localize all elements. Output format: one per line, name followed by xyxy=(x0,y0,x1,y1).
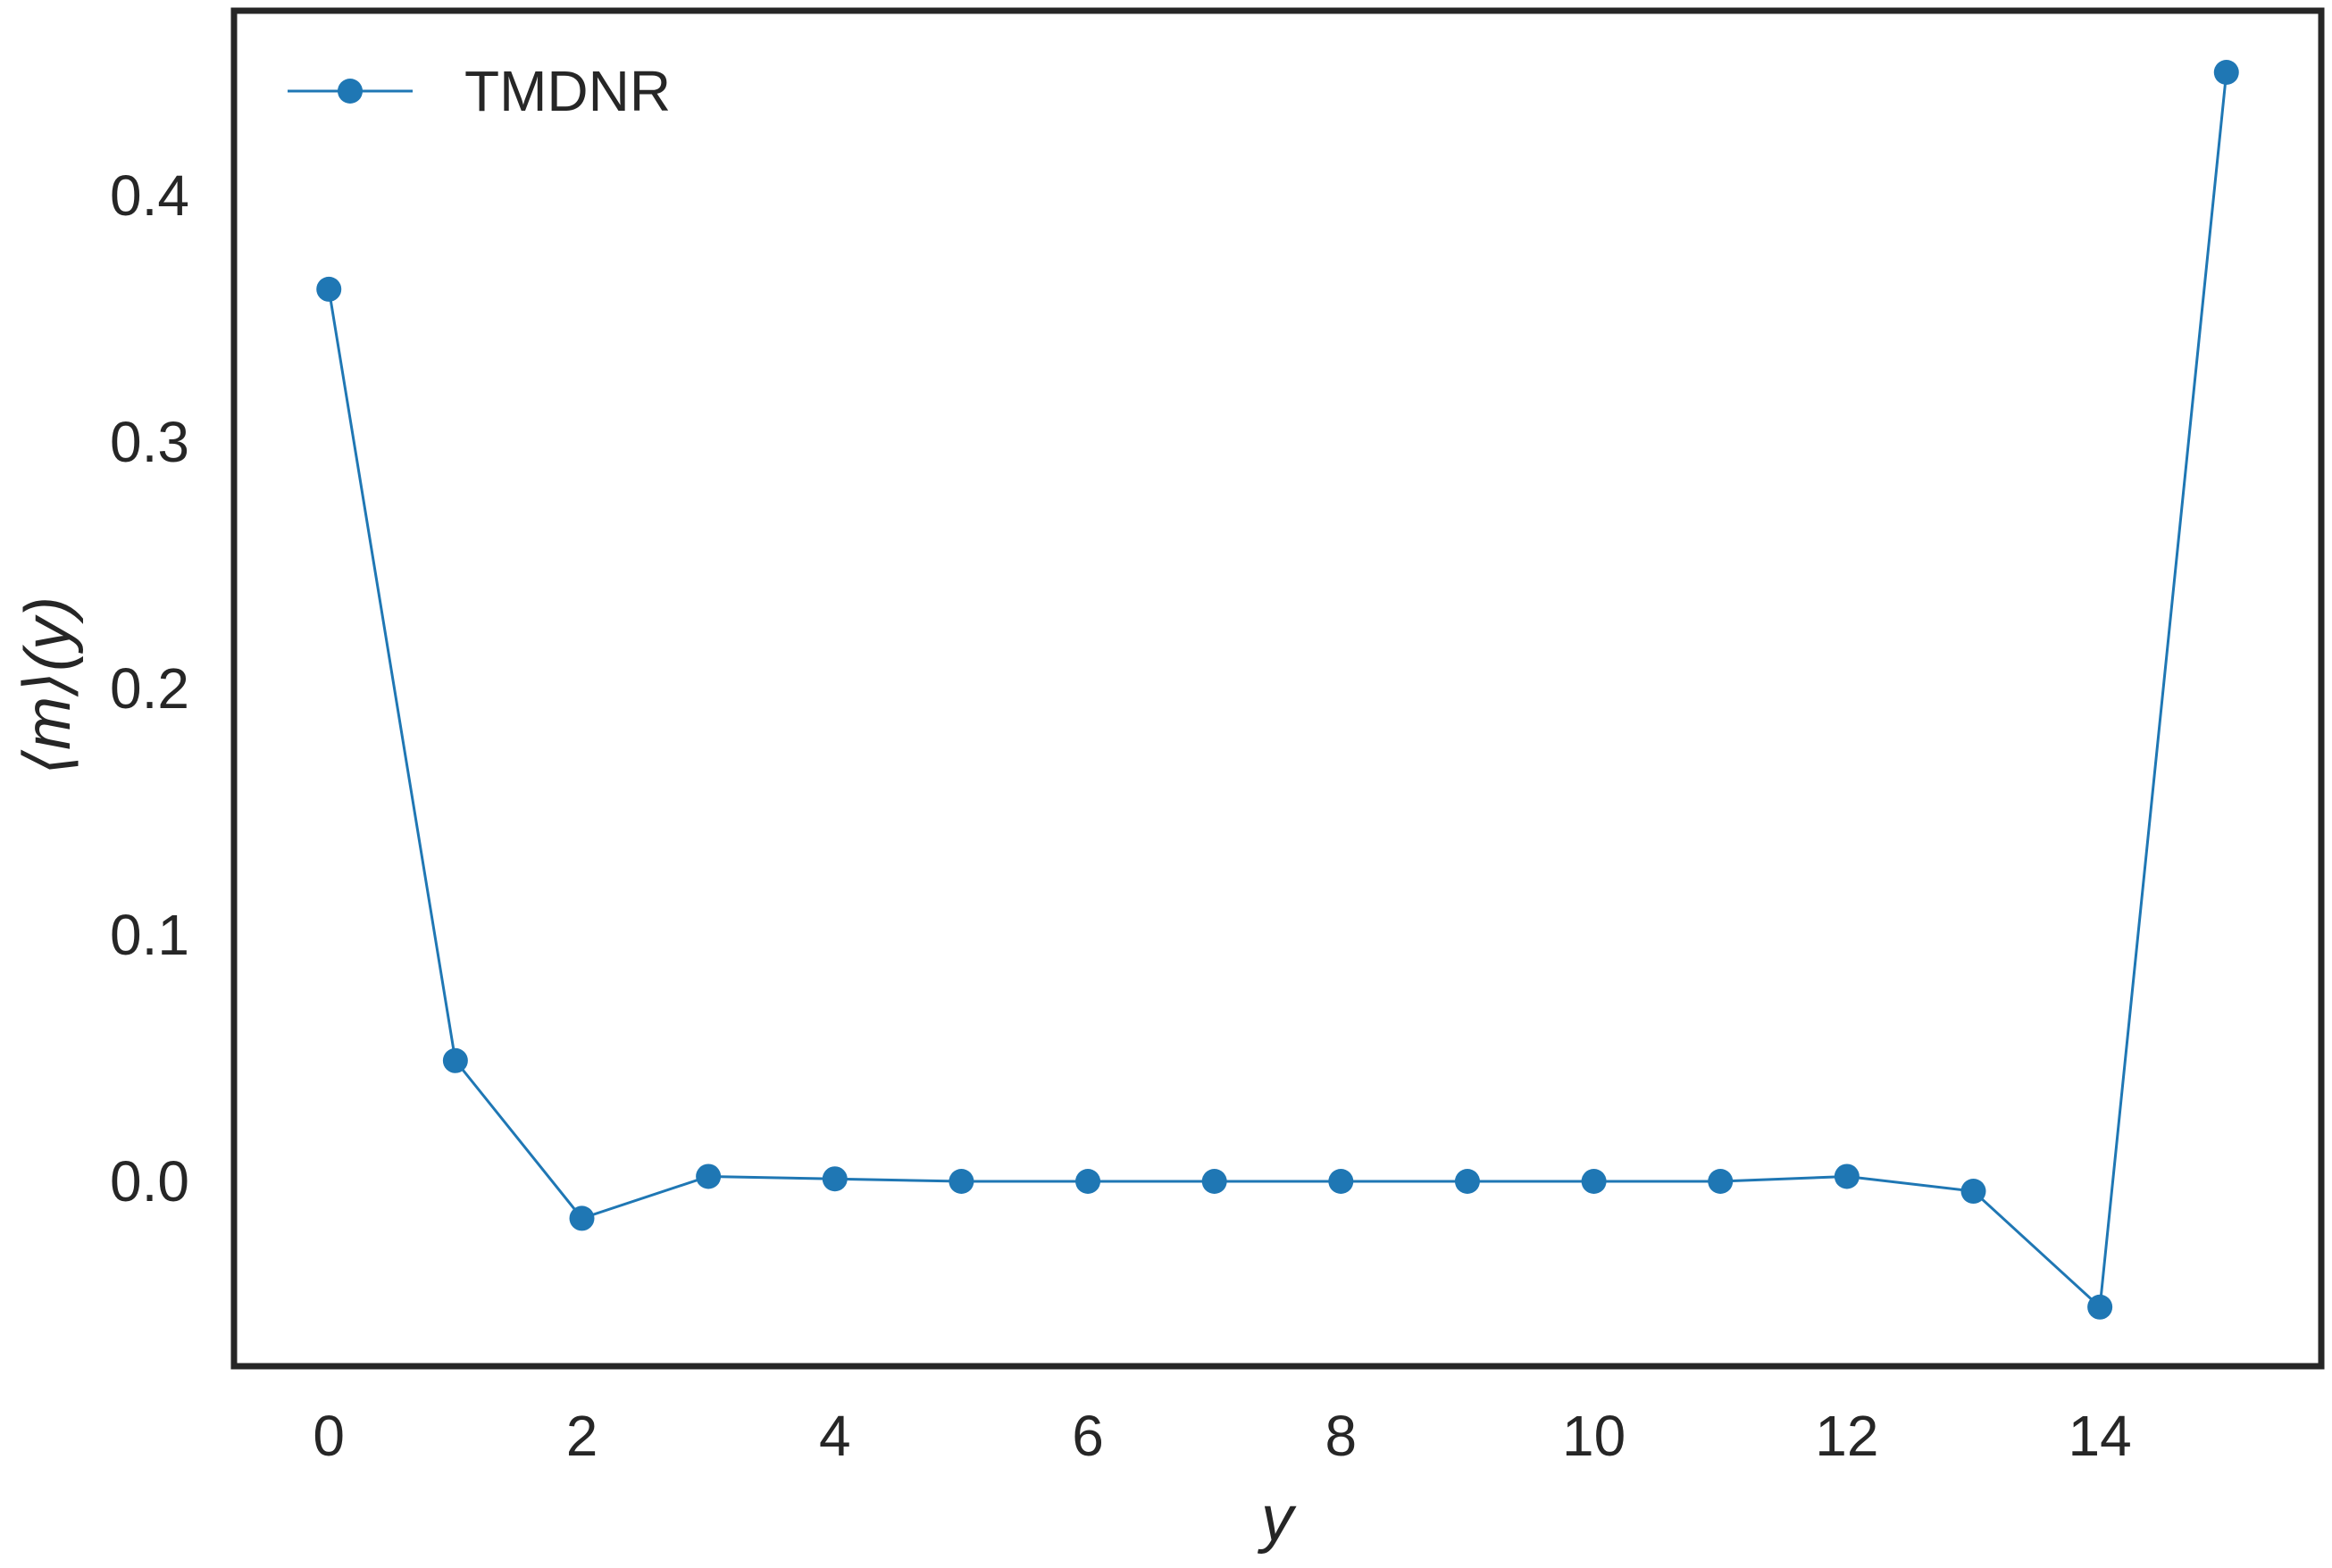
data-point xyxy=(1075,1169,1101,1194)
x-tick-label: 2 xyxy=(566,1404,598,1468)
legend: TMDNR xyxy=(288,59,671,123)
y-tick-label: 0.4 xyxy=(110,163,189,228)
x-tick-label: 4 xyxy=(819,1404,851,1468)
data-point xyxy=(1708,1169,1734,1194)
data-point xyxy=(696,1163,722,1189)
data-point xyxy=(1454,1169,1480,1194)
plot-frame xyxy=(230,7,2325,1370)
x-tick-label: 12 xyxy=(1815,1404,1878,1468)
x-tick-label: 14 xyxy=(2069,1404,2132,1468)
data-point xyxy=(1960,1179,1986,1205)
data-point xyxy=(1201,1169,1227,1194)
data-point xyxy=(1581,1169,1607,1194)
data-point xyxy=(2213,60,2239,85)
plot-area xyxy=(234,11,2321,1366)
x-tick-label: 8 xyxy=(1325,1404,1358,1468)
legend-label: TMDNR xyxy=(464,59,671,123)
series-line xyxy=(327,71,2228,1310)
y-axis-label: ⟨m⟩(y) xyxy=(13,596,84,775)
data-point xyxy=(2087,1294,2113,1320)
data-point xyxy=(822,1166,848,1192)
data-point xyxy=(1328,1169,1354,1194)
y-tick-label: 0.3 xyxy=(110,410,189,474)
x-tick-label: 0 xyxy=(313,1404,345,1468)
y-tick-label: 0.1 xyxy=(110,903,189,967)
legend-marker-swatch xyxy=(338,79,363,104)
data-point xyxy=(1834,1163,1860,1189)
x-tick-label: 6 xyxy=(1072,1404,1104,1468)
y-tick-label: 0.2 xyxy=(110,656,189,721)
data-point xyxy=(442,1047,468,1073)
y-tick-label: 0.0 xyxy=(110,1149,189,1214)
x-tick-label: 10 xyxy=(1562,1404,1626,1468)
series-layer xyxy=(316,60,2239,1320)
y-tick-labels: 0.0 0.1 0.2 0.3 0.4 xyxy=(110,163,189,1214)
data-point xyxy=(949,1169,974,1194)
data-point xyxy=(316,276,342,302)
x-tick-labels: 0 2 4 6 8 10 12 14 xyxy=(313,1404,2131,1468)
x-axis-label: y xyxy=(1257,1483,1297,1555)
data-point xyxy=(569,1205,595,1231)
